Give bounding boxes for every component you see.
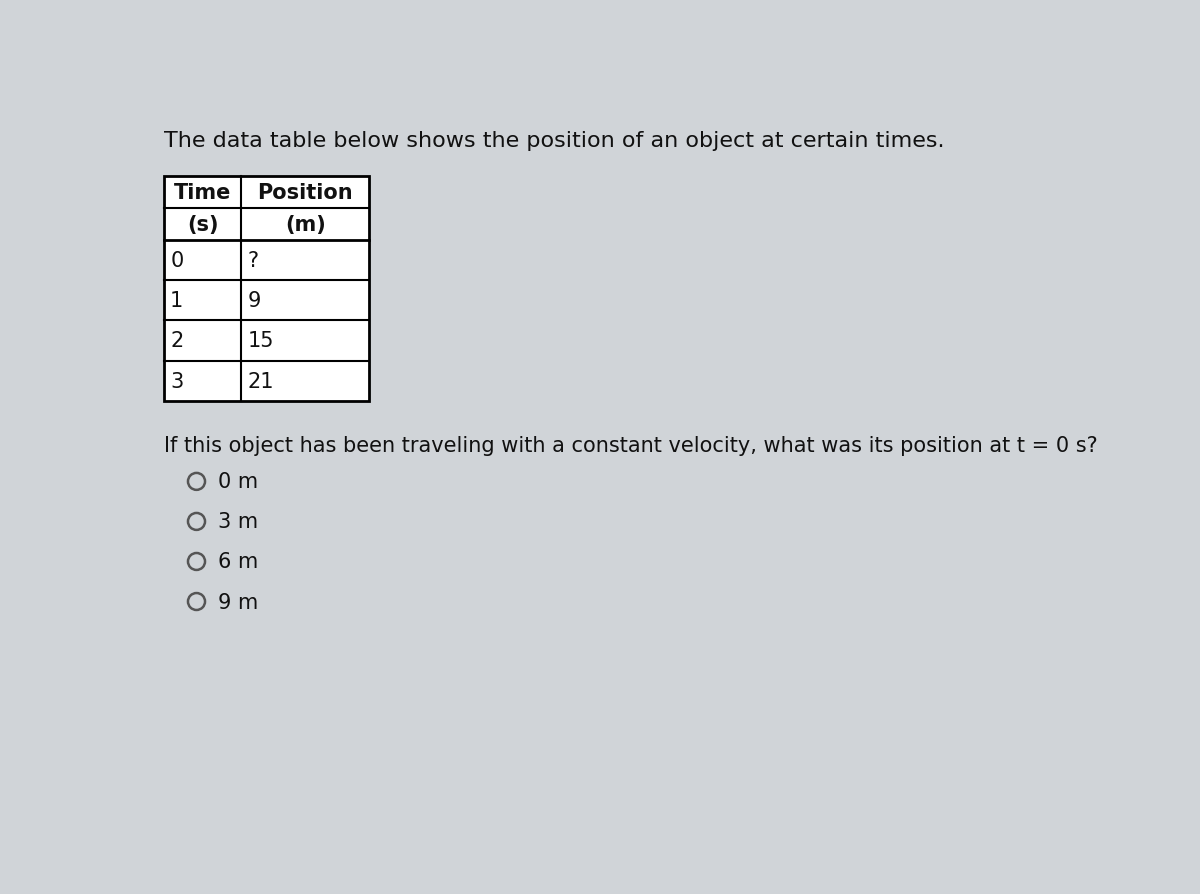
Text: (m): (m) (286, 215, 325, 235)
Text: 9 m: 9 m (218, 592, 258, 611)
Text: 2: 2 (170, 331, 184, 351)
Text: 3 m: 3 m (218, 512, 258, 532)
Text: 21: 21 (247, 371, 274, 391)
Text: ?: ? (247, 251, 259, 271)
Text: The data table below shows the position of an object at certain times.: The data table below shows the position … (164, 131, 944, 150)
Text: 3: 3 (170, 371, 184, 391)
Text: 0: 0 (170, 251, 184, 271)
Text: 6 m: 6 m (218, 552, 258, 572)
Text: Position: Position (258, 182, 353, 203)
Bar (164, 176, 370, 401)
Text: (s): (s) (187, 215, 218, 235)
Text: 15: 15 (247, 331, 274, 351)
Text: 0 m: 0 m (218, 472, 258, 492)
Text: 1: 1 (170, 291, 184, 311)
Text: 9: 9 (247, 291, 262, 311)
Text: Time: Time (174, 182, 232, 203)
Text: If this object has been traveling with a constant velocity, what was its positio: If this object has been traveling with a… (164, 435, 1098, 456)
